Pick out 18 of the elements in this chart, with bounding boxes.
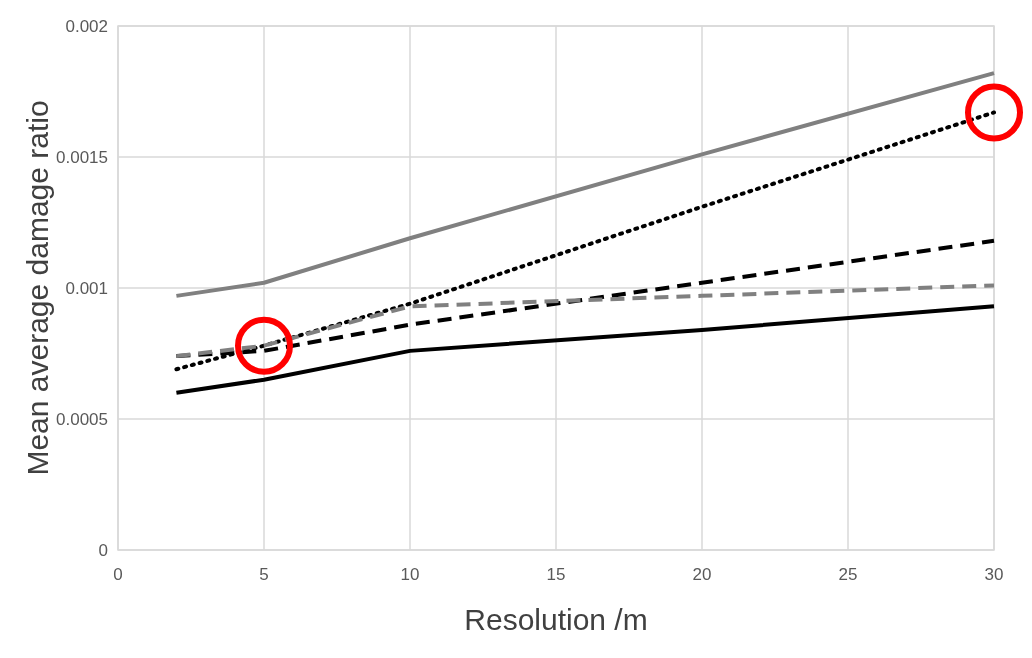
y-tick-label: 0 <box>98 540 108 560</box>
y-tick-label: 0.0015 <box>56 147 108 167</box>
x-tick-label: 30 <box>984 565 1004 584</box>
y-tick-label: 0.0005 <box>56 409 108 429</box>
x-axis-title: Resolution /m <box>464 603 648 636</box>
x-tick-label: 25 <box>838 565 858 584</box>
line-series <box>174 304 996 395</box>
y-tick-label: 0.002 <box>65 16 108 36</box>
x-tick-label: 5 <box>259 565 269 584</box>
line-series <box>174 110 996 372</box>
line-series <box>174 283 996 359</box>
x-tick-label: 20 <box>692 565 712 584</box>
line-series <box>174 71 996 298</box>
x-tick-label: 10 <box>400 565 420 584</box>
x-tick-label: 0 <box>113 565 123 584</box>
x-tick-label: 15 <box>546 565 566 584</box>
y-tick-label: 0.001 <box>65 278 108 298</box>
y-axis-title: Mean average damage ratio <box>21 100 54 476</box>
